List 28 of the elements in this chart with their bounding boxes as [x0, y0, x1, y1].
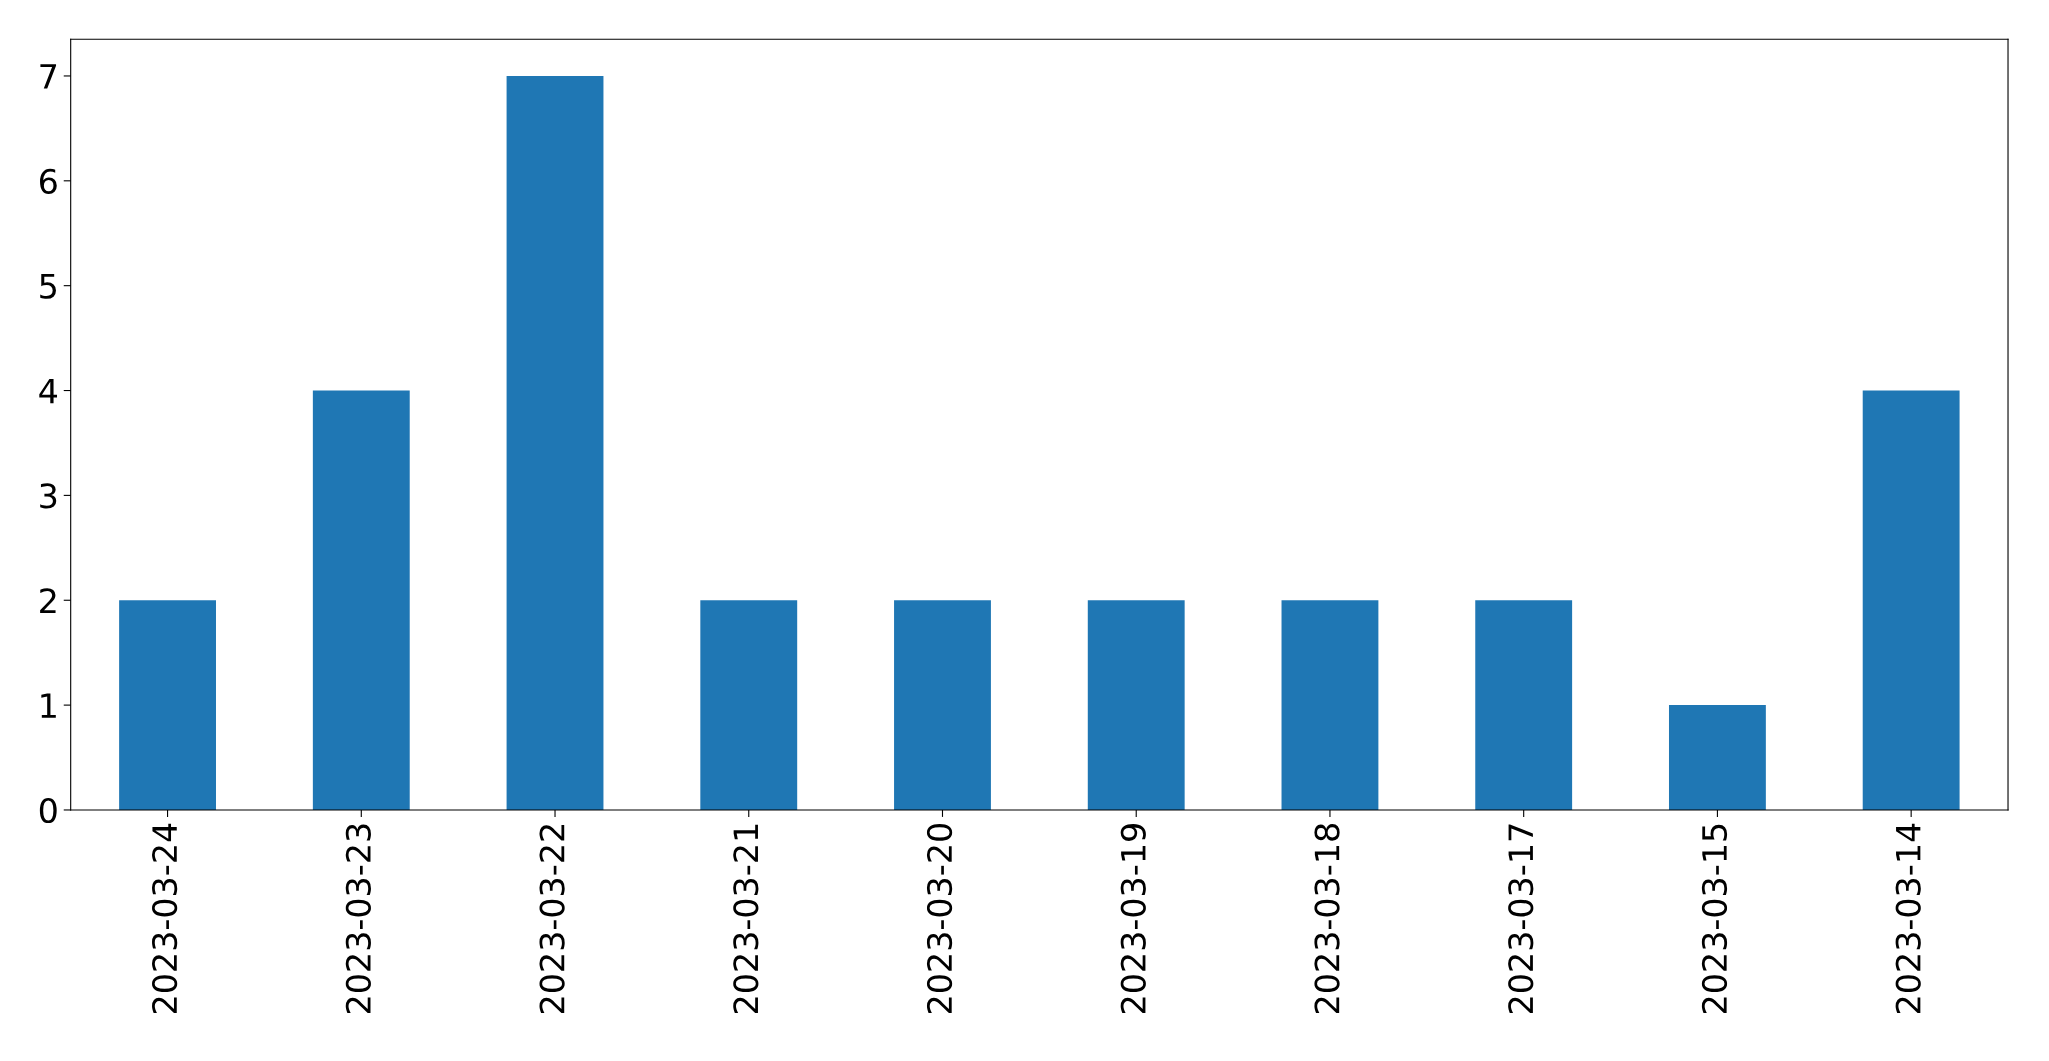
- y-tick-label: 1: [41, 693, 56, 718]
- y-tick-label: 3: [40, 483, 57, 509]
- y-tick-label: 2: [40, 588, 56, 613]
- bar: [119, 600, 216, 810]
- bar: [1475, 600, 1573, 810]
- bar: [1668, 705, 1766, 810]
- x-tick-label: 2023-03-19: [1120, 824, 1146, 1014]
- y-tick-label: 5: [40, 274, 56, 299]
- y-tick-label: 6: [40, 168, 57, 194]
- x-tick-label: 2023-03-22: [539, 825, 565, 1014]
- y-tick-label: 4: [39, 378, 58, 404]
- x-tick-label: 2023-03-24: [152, 823, 178, 1014]
- y-tick-label: 0: [39, 797, 57, 824]
- y-tick-label: 7: [40, 64, 57, 89]
- x-tick-label: 2023-03-18: [1314, 824, 1340, 1014]
- bar: [894, 600, 991, 810]
- bar: [1087, 600, 1185, 810]
- bar: [506, 75, 604, 810]
- x-tick-label: 2023-03-17: [1508, 824, 1534, 1014]
- bar: [1281, 600, 1379, 810]
- bar: [1862, 390, 1960, 810]
- x-tick-label: 2023-03-14: [1895, 823, 1921, 1014]
- bar: [700, 600, 798, 810]
- x-tick-label: 2023-03-23: [345, 824, 371, 1014]
- x-tick-label: 2023-03-15: [1701, 824, 1728, 1014]
- x-tick-label: 2023-03-20: [926, 823, 953, 1014]
- bar: [312, 390, 410, 810]
- x-tick-label: 2023-03-21: [733, 824, 759, 1014]
